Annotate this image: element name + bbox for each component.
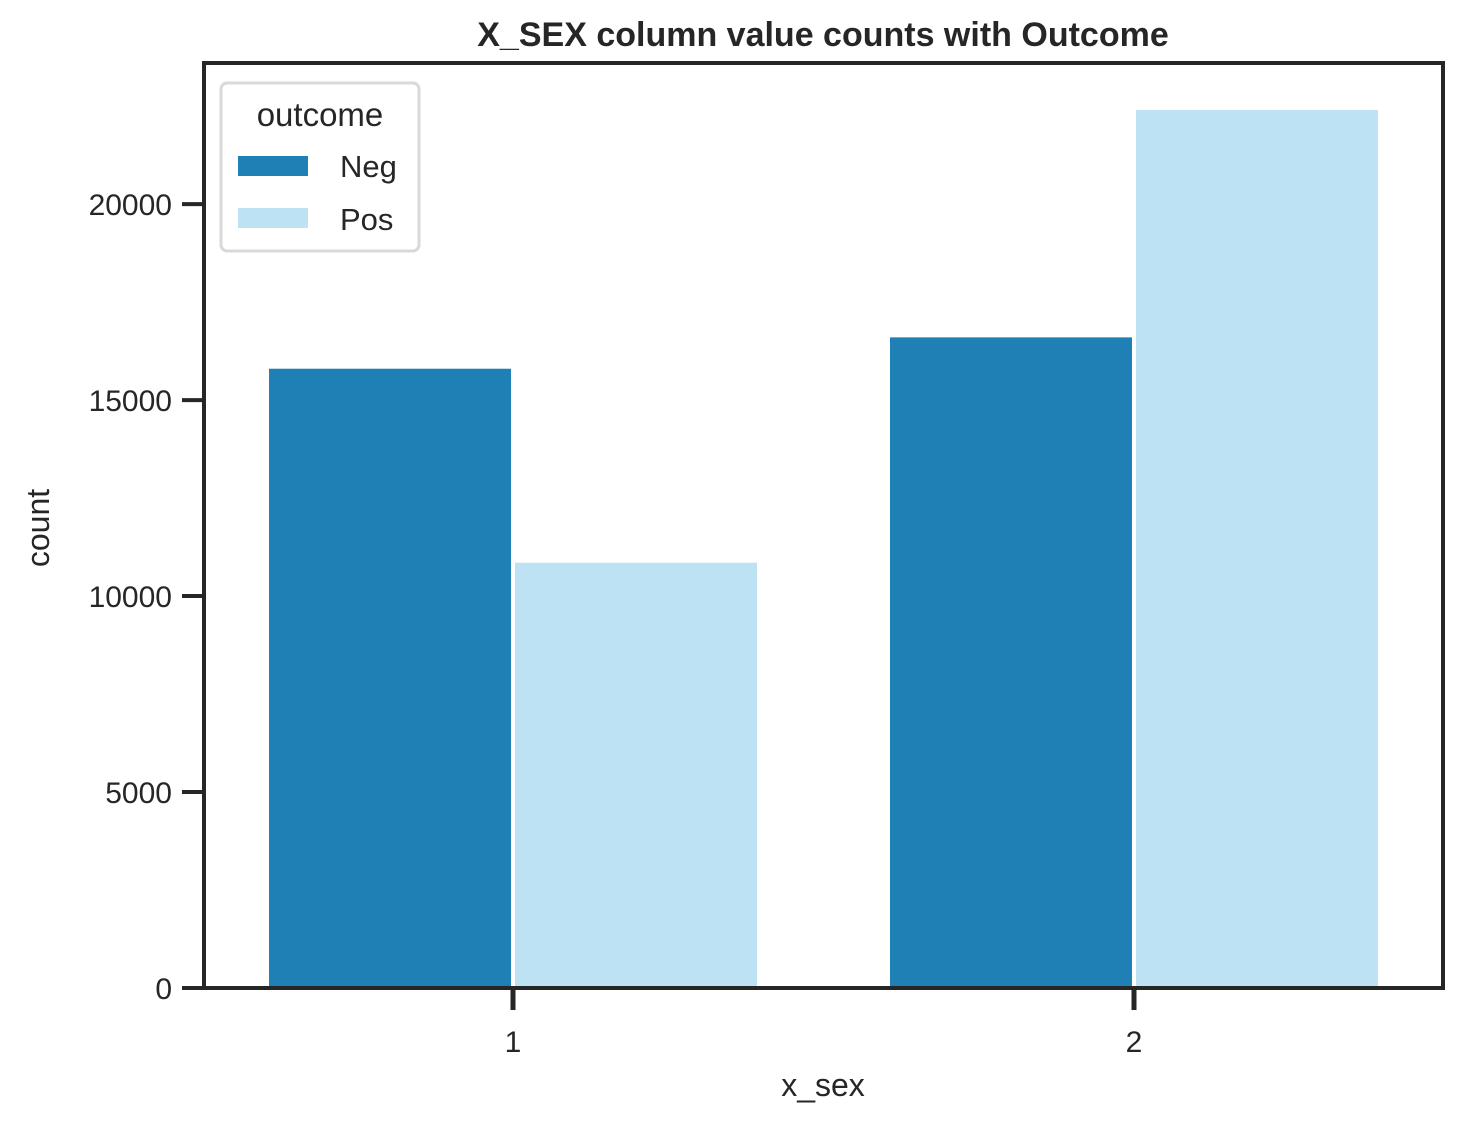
legend-swatch-neg xyxy=(238,156,308,176)
bars-group xyxy=(269,110,1378,989)
chart-title: X_SEX column value counts with Outcome xyxy=(477,16,1168,54)
legend: outcome Neg Pos xyxy=(219,81,421,253)
bar-neg-1 xyxy=(269,368,511,988)
bar-pos-1 xyxy=(515,562,757,988)
legend-title: outcome xyxy=(257,96,384,133)
bar-pos-2 xyxy=(1136,110,1378,989)
y-tick-label: 5000 xyxy=(105,777,172,810)
x-tick-label: 1 xyxy=(505,1026,522,1059)
y-tick-label: 15000 xyxy=(89,385,172,418)
x-axis-label: x_sex xyxy=(781,1067,865,1103)
legend-swatch-pos xyxy=(238,208,308,228)
y-tick-label: 20000 xyxy=(89,189,172,222)
x-tick-label: 2 xyxy=(1126,1026,1143,1059)
y-tick-label: 10000 xyxy=(89,581,172,614)
bar-neg-2 xyxy=(890,337,1132,989)
y-tick-label: 0 xyxy=(155,973,172,1006)
y-axis-label: count xyxy=(20,489,56,567)
legend-label-pos: Pos xyxy=(340,202,393,237)
y-axis-ticks: 0 5000 10000 15000 20000 xyxy=(89,189,204,1006)
plot-frame xyxy=(202,61,1445,990)
legend-label-neg: Neg xyxy=(340,149,397,184)
